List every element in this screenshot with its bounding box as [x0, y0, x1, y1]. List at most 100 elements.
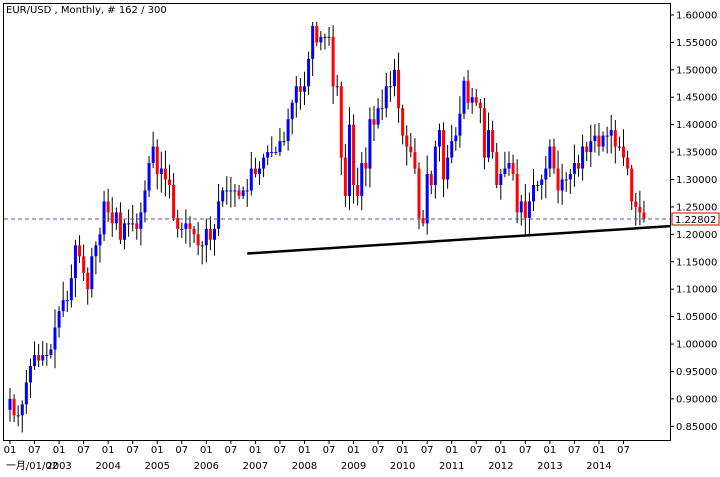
- candle-body: [540, 179, 544, 185]
- candle-body: [61, 300, 65, 312]
- candle-body: [413, 152, 417, 169]
- y-tick-label: 1.50000: [676, 65, 717, 76]
- candle-body: [82, 256, 86, 273]
- candle-body: [454, 135, 458, 142]
- candle-body: [327, 36, 331, 38]
- candle-body: [192, 228, 196, 235]
- candle-body: [622, 146, 625, 158]
- x-year-label: 2003: [46, 461, 71, 472]
- candle-body: [487, 130, 491, 158]
- x-year-label: 2007: [243, 461, 268, 472]
- y-tick-label: 1.00000: [676, 340, 717, 351]
- candle-body: [638, 206, 642, 213]
- candle-body: [384, 86, 388, 109]
- candle-body: [523, 201, 527, 218]
- x-year-label: 2006: [194, 461, 219, 472]
- candle-body: [544, 168, 548, 180]
- candle-body: [401, 108, 405, 136]
- candle-body: [184, 223, 188, 229]
- candles: [8, 21, 646, 433]
- candle-body: [86, 272, 90, 290]
- x-year-label: 2012: [488, 461, 513, 472]
- x-month-label: 07: [224, 445, 237, 456]
- candle-body: [503, 168, 507, 175]
- candle-body: [307, 58, 311, 87]
- chart-title: EUR/USD , Monthly, # 162 / 300: [6, 5, 167, 16]
- candle-body: [319, 36, 323, 43]
- candle-body: [376, 108, 380, 125]
- candle-body: [102, 201, 106, 235]
- candle-body: [519, 201, 523, 213]
- candle-body: [118, 212, 122, 240]
- candle-body: [364, 163, 368, 169]
- candle-body: [466, 80, 470, 103]
- candle-body: [601, 135, 605, 147]
- candle-body: [225, 190, 229, 192]
- candle-body: [270, 152, 274, 154]
- candle-body: [380, 108, 384, 110]
- candle-body: [527, 201, 531, 218]
- candle-body: [499, 174, 503, 185]
- current-price-label: 1.22802: [675, 215, 716, 226]
- candle-body: [180, 228, 184, 230]
- candle-body: [57, 311, 61, 328]
- candle-body: [617, 146, 621, 148]
- candle-body: [8, 398, 12, 410]
- x-year-label: 2011: [439, 461, 464, 472]
- candle-body: [131, 223, 135, 225]
- candle-body: [139, 212, 143, 229]
- x-year-label: 2008: [292, 461, 317, 472]
- candle-body: [482, 108, 486, 158]
- candle-body: [536, 184, 540, 186]
- candle-body: [172, 184, 176, 218]
- candle-body: [24, 382, 28, 405]
- x-month-label: 07: [568, 445, 581, 456]
- candle-body: [356, 184, 360, 196]
- candle-body: [45, 354, 49, 356]
- candle-body: [37, 354, 41, 361]
- candle-body: [110, 212, 114, 224]
- candle-body: [208, 228, 212, 240]
- candle-body: [568, 174, 572, 180]
- candle-body: [106, 201, 110, 213]
- candle-body: [127, 223, 131, 225]
- x-month-label: 01: [102, 445, 115, 456]
- support-trendline: [247, 224, 671, 255]
- candle-body: [12, 398, 16, 416]
- candle-body: [470, 97, 474, 103]
- candle-body: [257, 168, 261, 175]
- candle-body: [233, 190, 237, 192]
- x-month-label: 01: [53, 445, 66, 456]
- candle-body: [123, 223, 127, 240]
- x-month-label: 01: [200, 445, 213, 456]
- y-tick-label: 1.45000: [676, 93, 717, 104]
- y-tick-label: 1.35000: [676, 148, 717, 159]
- candle-body: [507, 163, 511, 169]
- candle-body: [278, 141, 282, 153]
- candle-body: [163, 168, 167, 180]
- y-tick-label: 1.40000: [676, 120, 717, 131]
- candle-body: [511, 163, 515, 175]
- candle-body: [560, 179, 564, 191]
- candle-body: [388, 86, 392, 88]
- x-month-label: 07: [372, 445, 385, 456]
- candle-body: [458, 113, 462, 136]
- candle-body: [53, 327, 57, 350]
- x-month-label: 01: [347, 445, 360, 456]
- candle-body: [478, 102, 482, 109]
- candle-body: [335, 86, 339, 88]
- candle-body: [302, 86, 306, 92]
- candle-body: [204, 228, 208, 246]
- candle-body: [577, 163, 581, 169]
- candle-body: [634, 201, 638, 207]
- candle-body: [196, 234, 200, 246]
- candle-body: [589, 141, 593, 153]
- plot-frame: [3, 3, 671, 441]
- y-tick-label: 1.10000: [676, 285, 717, 296]
- candle-body: [266, 152, 270, 158]
- candle-body: [253, 168, 257, 175]
- candle-body: [585, 146, 589, 153]
- candle-body: [286, 119, 290, 142]
- candle-body: [462, 80, 466, 114]
